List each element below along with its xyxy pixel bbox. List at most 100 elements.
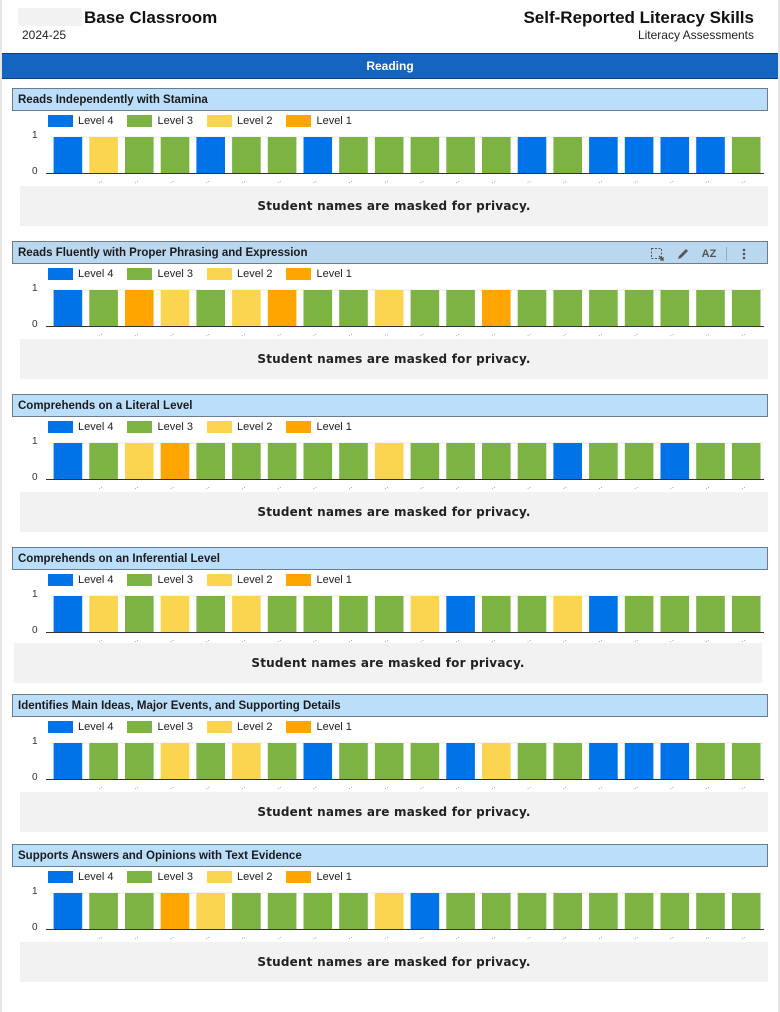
bar[interactable]: [482, 743, 511, 779]
legend-item[interactable]: Level 4: [48, 115, 113, 127]
bar[interactable]: [160, 443, 190, 479]
bar[interactable]: [160, 290, 190, 326]
bar[interactable]: [232, 290, 261, 326]
legend-item[interactable]: Level 4: [48, 421, 113, 433]
legend-item[interactable]: Level 1: [286, 871, 352, 883]
bar[interactable]: [660, 743, 690, 779]
bar[interactable]: [160, 743, 190, 779]
bar[interactable]: [553, 743, 582, 779]
bar[interactable]: [89, 443, 118, 479]
bar[interactable]: [89, 743, 118, 779]
bar[interactable]: [624, 137, 654, 173]
bar[interactable]: [696, 596, 725, 632]
bar[interactable]: [232, 137, 261, 173]
bar[interactable]: [374, 743, 404, 779]
bar[interactable]: [589, 290, 618, 326]
bar[interactable]: [517, 596, 547, 632]
bar[interactable]: [624, 290, 654, 326]
bar[interactable]: [53, 443, 83, 479]
sort-az-icon[interactable]: AZ: [696, 244, 722, 264]
select-region-icon[interactable]: [644, 244, 670, 264]
bar[interactable]: [303, 290, 333, 326]
bar[interactable]: [196, 743, 225, 779]
bar[interactable]: [731, 443, 761, 479]
bar[interactable]: [196, 443, 225, 479]
bar[interactable]: [482, 443, 511, 479]
bar[interactable]: [553, 137, 582, 173]
bar[interactable]: [53, 290, 83, 326]
bar[interactable]: [232, 893, 261, 929]
bar[interactable]: [624, 743, 654, 779]
bar[interactable]: [125, 290, 154, 326]
bar[interactable]: [303, 443, 333, 479]
bar[interactable]: [53, 137, 83, 173]
bar[interactable]: [446, 743, 475, 779]
legend-item[interactable]: Level 2: [206, 421, 272, 433]
bar[interactable]: [482, 137, 511, 173]
bar[interactable]: [89, 893, 118, 929]
bar[interactable]: [482, 290, 511, 326]
bar[interactable]: [339, 743, 368, 779]
bar[interactable]: [731, 893, 761, 929]
bar[interactable]: [589, 743, 618, 779]
legend-item[interactable]: Level 3: [127, 421, 193, 433]
bar[interactable]: [731, 137, 761, 173]
bar[interactable]: [196, 596, 225, 632]
legend-item[interactable]: Level 1: [286, 574, 352, 586]
bar[interactable]: [303, 596, 333, 632]
bar[interactable]: [553, 893, 582, 929]
bar[interactable]: [660, 290, 690, 326]
bar[interactable]: [696, 893, 725, 929]
bar[interactable]: [89, 596, 118, 632]
legend-item[interactable]: Level 1: [286, 115, 352, 127]
bar[interactable]: [589, 443, 618, 479]
bar[interactable]: [267, 137, 297, 173]
bar[interactable]: [374, 137, 404, 173]
bar[interactable]: [160, 893, 190, 929]
bar[interactable]: [160, 596, 190, 632]
legend-item[interactable]: Level 1: [286, 421, 352, 433]
bar[interactable]: [125, 893, 154, 929]
bar[interactable]: [589, 893, 618, 929]
bar[interactable]: [624, 596, 654, 632]
bar[interactable]: [196, 893, 225, 929]
bar[interactable]: [267, 290, 297, 326]
legend-item[interactable]: Level 2: [206, 871, 272, 883]
bar[interactable]: [125, 596, 154, 632]
more-vert-icon[interactable]: [731, 244, 757, 264]
legend-item[interactable]: Level 3: [127, 721, 193, 733]
bar[interactable]: [196, 137, 225, 173]
bar[interactable]: [410, 137, 440, 173]
bar[interactable]: [660, 137, 690, 173]
bar[interactable]: [553, 443, 582, 479]
bar[interactable]: [125, 743, 154, 779]
bar[interactable]: [696, 743, 725, 779]
bar[interactable]: [589, 137, 618, 173]
bar[interactable]: [446, 596, 475, 632]
bar[interactable]: [624, 893, 654, 929]
legend-item[interactable]: Level 4: [48, 574, 113, 586]
legend-item[interactable]: Level 4: [48, 721, 113, 733]
bar[interactable]: [232, 443, 261, 479]
bar[interactable]: [374, 596, 404, 632]
bar[interactable]: [232, 743, 261, 779]
legend-item[interactable]: Level 3: [127, 115, 193, 127]
bar[interactable]: [374, 290, 404, 326]
bar[interactable]: [374, 443, 404, 479]
bar[interactable]: [339, 596, 368, 632]
bar[interactable]: [339, 893, 368, 929]
bar[interactable]: [339, 443, 368, 479]
bar[interactable]: [374, 893, 404, 929]
bar[interactable]: [89, 137, 118, 173]
bar[interactable]: [339, 137, 368, 173]
bar[interactable]: [696, 290, 725, 326]
bar[interactable]: [660, 893, 690, 929]
legend-item[interactable]: Level 2: [206, 115, 272, 127]
bar[interactable]: [482, 893, 511, 929]
bar[interactable]: [410, 443, 440, 479]
bar[interactable]: [660, 443, 690, 479]
bar[interactable]: [517, 743, 547, 779]
bar[interactable]: [53, 743, 83, 779]
bar[interactable]: [589, 596, 618, 632]
bar[interactable]: [160, 137, 190, 173]
